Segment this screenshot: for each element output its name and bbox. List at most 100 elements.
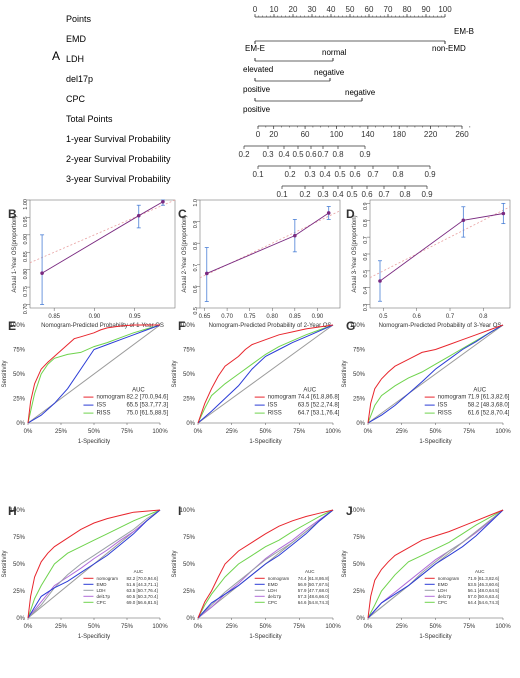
prob1-tick-label: 0.7 <box>317 150 329 159</box>
roc-curve-CPC <box>27 509 161 619</box>
cpc-level-positive: positive <box>243 105 271 114</box>
y-tick-label: 0.8 <box>193 242 199 250</box>
y-tick-label: 0.7 <box>363 236 369 244</box>
roc-curve-del17p <box>367 509 504 619</box>
diagonal-reference <box>197 324 334 424</box>
plot-frame <box>199 199 341 309</box>
x-tick-label: 0.8 <box>479 314 488 320</box>
x-tick-label: 100% <box>495 624 511 630</box>
prob1-tick-label: 0.4 <box>278 150 290 159</box>
emd-level-eme: EM-E <box>245 44 265 53</box>
legend-auc-nomogram: 82.2 [70.0,94.6] <box>126 576 157 581</box>
x-tick-label: 0.6 <box>412 314 421 320</box>
del17p-level-positive: positive <box>243 85 271 94</box>
calibration-point <box>161 199 165 204</box>
x-tick-label: 50% <box>259 429 272 435</box>
prob3-tick-label: 0.4 <box>332 190 344 199</box>
y-tick-label: 100% <box>180 323 196 329</box>
y-tick-label: 0.6 <box>363 253 369 261</box>
legend-name-CPC: CPC <box>268 600 278 605</box>
prob1-tick-label: 0.2 <box>238 150 250 159</box>
x-tick-label: 50% <box>429 624 442 630</box>
chart-panel-B: B 0.85 0.90 0.95 0.70 0.75 0.80 0.85 0.90 0.95 1.0… <box>8 199 176 329</box>
legend-auc-nomogram: 74.4 [61.8,86.8] <box>298 576 329 581</box>
prob3-tick-label: 0.5 <box>346 190 358 199</box>
legend-name-LDH: LDH <box>96 588 105 593</box>
legend-auc-header: AUC <box>473 388 486 394</box>
y-tick-label: 0.8 <box>363 219 369 227</box>
row-label-3yr-surv: 3-year Survival Probability <box>66 174 171 184</box>
y-tick-label: 1.00 <box>23 199 29 210</box>
x-tick-label: 25% <box>55 429 68 435</box>
y-tick-label: 50% <box>353 372 366 378</box>
x-tick-label: 0.95 <box>129 314 141 320</box>
roc-curve-RISS <box>197 324 334 424</box>
x-tick-label: 50% <box>429 429 442 435</box>
y-tick-label: 75% <box>353 348 366 354</box>
row-label-2yr-surv: 2-year Survival Probability <box>66 154 171 164</box>
y-tick-label: 0.90 <box>23 234 29 245</box>
calibration-line <box>379 213 504 282</box>
legend-name-RISS: RISS <box>268 411 282 417</box>
legend-auc-LDH: 63.5 [50.7,76.4] <box>126 588 157 593</box>
legend-auc-ISS: 65.5 [53.7,77.3] <box>126 403 168 409</box>
y-tick-label: 0.85 <box>23 251 29 262</box>
x-tick-label: 0% <box>364 624 373 630</box>
x-tick-label: 50% <box>88 429 101 435</box>
row-label-cpc: CPC <box>66 94 86 104</box>
x-tick-label: 0.5 <box>379 314 388 320</box>
y-tick-label: 75% <box>353 535 366 541</box>
x-tick-label: 0.70 <box>221 314 233 320</box>
emd-level-emb: EM-B <box>454 27 474 36</box>
x-tick-label: 0.75 <box>244 314 256 320</box>
legend-auc-del17p: 57.0 [50.6,63.4] <box>468 594 499 599</box>
roc-curve-CPC <box>367 509 504 619</box>
del17p-level-negative: negative <box>314 68 345 77</box>
row-label-ldh: LDH <box>66 54 84 64</box>
points-tick-label: 100 <box>438 5 452 14</box>
legend-name-nomogram: nomogram <box>438 395 467 401</box>
legend-name-nomogram: nomogram <box>268 576 290 581</box>
x-tick-label: 0.85 <box>48 314 60 320</box>
y-tick-label: 25% <box>353 589 366 595</box>
prob1-tick-label: 0.6 <box>305 150 317 159</box>
x-tick-label: 0.80 <box>266 314 278 320</box>
prob2-tick-label: 0.3 <box>304 170 316 179</box>
total-tick-label: 180 <box>393 130 407 139</box>
panel-label-A: A <box>52 49 60 63</box>
panel-label-B: B <box>8 207 17 221</box>
calibration-point <box>293 233 297 238</box>
legend-auc-header: AUC <box>303 388 316 394</box>
points-tick-label: 10 <box>270 5 279 14</box>
legend-auc-RISS: 61.6 [52.8,70.4] <box>468 411 510 417</box>
x-tick-label: 25% <box>396 624 409 630</box>
x-tick-label: 0% <box>194 429 203 435</box>
roc-curve-nomogram <box>367 509 504 619</box>
x-tick-label: 100% <box>152 429 168 435</box>
x-axis-title: 1-Specificity <box>249 439 281 445</box>
prob3-tick-label: 0.1 <box>276 190 288 199</box>
y-tick-label: 25% <box>183 397 196 403</box>
x-axis-title: Nomogram-Predicted Probability of 2-Year… <box>209 323 332 329</box>
x-axis-title: 1-Specificity <box>419 634 451 640</box>
roc-curve-EMD <box>367 509 504 619</box>
legend-auc-CPC: 64.4 [54.6,74.3] <box>468 600 499 605</box>
roc-curve-nomogram <box>197 509 334 619</box>
legend-auc-header: AUC <box>134 569 144 574</box>
x-axis-title: 1-Specificity <box>419 439 451 445</box>
y-tick-label: 50% <box>13 562 26 568</box>
chart-panel-J: J 0% 0% 25% 25% 50% 50% 75% 75% 100% 100% 1-Specifi… <box>342 504 511 640</box>
roc-curve-nomogram <box>27 324 160 424</box>
chart-panel-C: C 0.65 0.70 0.75 0.80 0.85 0.90 0.5 0.6 0.7 0.8 0.9… <box>178 199 341 329</box>
calibration-point <box>501 211 506 216</box>
total-tick-label: 0 <box>256 130 261 139</box>
ideal-line <box>29 199 176 264</box>
points-tick-label: 30 <box>308 5 317 14</box>
x-tick-label: 100% <box>495 429 511 435</box>
x-tick-label: 75% <box>463 429 476 435</box>
total-tick-label: 20 <box>269 130 278 139</box>
legend-auc-header: AUC <box>305 569 315 574</box>
plot-frame <box>29 199 176 309</box>
row-label-total-points: Total Points <box>66 114 113 124</box>
legend-name-nomogram: nomogram <box>438 576 460 581</box>
